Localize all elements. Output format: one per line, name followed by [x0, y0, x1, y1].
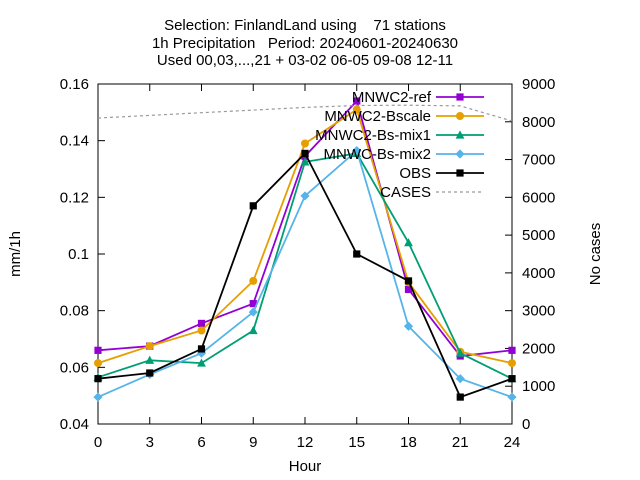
- x-tick-label-3: 9: [249, 434, 257, 451]
- y-tick-label-2: 0.08: [60, 303, 89, 320]
- data-point-1-3: [249, 276, 258, 285]
- x-axis-label: Hour: [289, 458, 322, 475]
- x-tick-label-7: 21: [452, 434, 469, 451]
- y-tick-label-6: 0.16: [60, 76, 89, 93]
- y2-tick-label-5: 5000: [522, 227, 555, 244]
- y-tick-label-4: 0.12: [60, 189, 89, 206]
- series-line-2: [97, 152, 513, 380]
- y2-tick-label-6: 6000: [522, 189, 555, 206]
- data-point-0-6: [404, 285, 413, 294]
- data-point-1-4: [301, 139, 309, 148]
- legend-marker-0: [456, 93, 464, 101]
- y2-tick-label-8: 8000: [522, 114, 555, 131]
- x-tick-label-1: 3: [146, 434, 154, 451]
- legend-marker-3: [455, 149, 465, 159]
- y-tick-label-3: 0.1: [68, 246, 89, 263]
- legend-marker-1: [456, 112, 464, 120]
- series-1: [94, 105, 516, 368]
- y-tick-label-5: 0.14: [60, 133, 89, 150]
- data-point-4-6: [404, 277, 413, 285]
- data-point-2-7: [455, 348, 465, 357]
- y-tick-label-1: 0.06: [60, 359, 89, 376]
- series-5: [97, 104, 513, 122]
- data-point-2-4: [300, 157, 310, 166]
- x-tick-label-6: 18: [400, 434, 417, 451]
- legend-marker-4: [456, 169, 464, 177]
- data-point-4-8: [508, 375, 516, 383]
- legend-label-4: OBS: [399, 165, 431, 182]
- x-tick-label-4: 12: [297, 434, 314, 451]
- x-tick-label-5: 15: [348, 434, 365, 451]
- y2-tick-label-1: 1000: [522, 378, 555, 395]
- series-4: [94, 149, 516, 401]
- data-point-2-1: [145, 355, 155, 364]
- data-point-2-2: [197, 358, 206, 367]
- data-point-0-3: [249, 299, 257, 308]
- data-point-3-8: [507, 392, 517, 402]
- chart-title: Selection: FinlandLand using 71 stations…: [152, 17, 458, 69]
- data-point-0-0: [94, 346, 102, 354]
- legend-marker-2: [455, 130, 465, 139]
- y2-tick-label-4: 4000: [522, 265, 555, 282]
- data-point-3-0: [93, 392, 103, 402]
- data-point-1-0: [94, 359, 102, 368]
- title-line-1: Selection: FinlandLand using 71 stations: [164, 17, 446, 34]
- data-point-1-8: [508, 359, 516, 368]
- data-point-4-3: [249, 202, 257, 210]
- data-point-4-5: [353, 250, 361, 258]
- y2-tick-label-2: 2000: [522, 340, 555, 357]
- data-point-4-1: [146, 369, 154, 377]
- series-3: [93, 145, 517, 402]
- series-layer: [93, 97, 517, 402]
- data-point-4-0: [94, 375, 102, 383]
- data-point-1-2: [197, 326, 206, 335]
- data-point-4-4: [301, 149, 309, 158]
- legend-label-2: MNWC2-Bs-mix1: [315, 127, 431, 144]
- data-point-3-6: [403, 321, 414, 331]
- series-line-0: [97, 99, 513, 357]
- data-point-0-5: [353, 97, 361, 105]
- data-point-4-7: [456, 393, 464, 401]
- data-point-2-6: [404, 238, 413, 247]
- data-point-1-1: [145, 342, 154, 351]
- data-point-2-3: [248, 325, 258, 335]
- data-point-0-2: [197, 319, 206, 328]
- x-tick-label-0: 0: [94, 434, 102, 451]
- axis-tick-labels: 0 3 6 9 12 15 18 21 24 0.04 0.06 0.08 0.1 0.12 0.14 0.1…: [60, 76, 556, 451]
- series-line-5: [97, 104, 513, 122]
- data-point-3-5: [352, 145, 362, 156]
- title-line-2: 1h Precipitation Period: 20240601-202406…: [152, 35, 458, 52]
- y2-tick-label-3: 3000: [522, 303, 555, 320]
- data-point-0-8: [508, 346, 516, 354]
- legend-label-5: CASES: [380, 184, 431, 201]
- legend-label-0: MNWC2-ref: [352, 89, 432, 106]
- y2-tick-label-7: 7000: [522, 152, 555, 169]
- series-line-1: [97, 108, 513, 364]
- series-0: [94, 97, 516, 360]
- x-tick-label-2: 6: [197, 434, 205, 451]
- x-tick-label-8: 24: [504, 434, 521, 451]
- data-point-3-4: [300, 191, 310, 201]
- y2-tick-label-9: 9000: [522, 76, 555, 93]
- y-axis-label: mm/1h: [7, 231, 24, 277]
- legend: MNWC2-ref MNWC2-Bscale MNWC2-Bs-mix1 MNWC-B…: [315, 89, 484, 201]
- data-point-3-7: [455, 374, 465, 384]
- y2-axis-label: No cases: [587, 223, 604, 286]
- data-point-4-2: [197, 345, 206, 353]
- data-point-3-3: [248, 307, 258, 317]
- legend-label-1: MNWC2-Bscale: [324, 108, 431, 125]
- data-point-1-5: [352, 105, 361, 114]
- y-tick-label-0: 0.04: [60, 416, 89, 433]
- title-line-3: Used 00,03,...,21 + 03-02 06-05 09-08 12…: [157, 52, 453, 69]
- y2-tick-label-0: 0: [522, 416, 530, 433]
- legend-label-3: MNWC-Bs-mix2: [324, 146, 431, 163]
